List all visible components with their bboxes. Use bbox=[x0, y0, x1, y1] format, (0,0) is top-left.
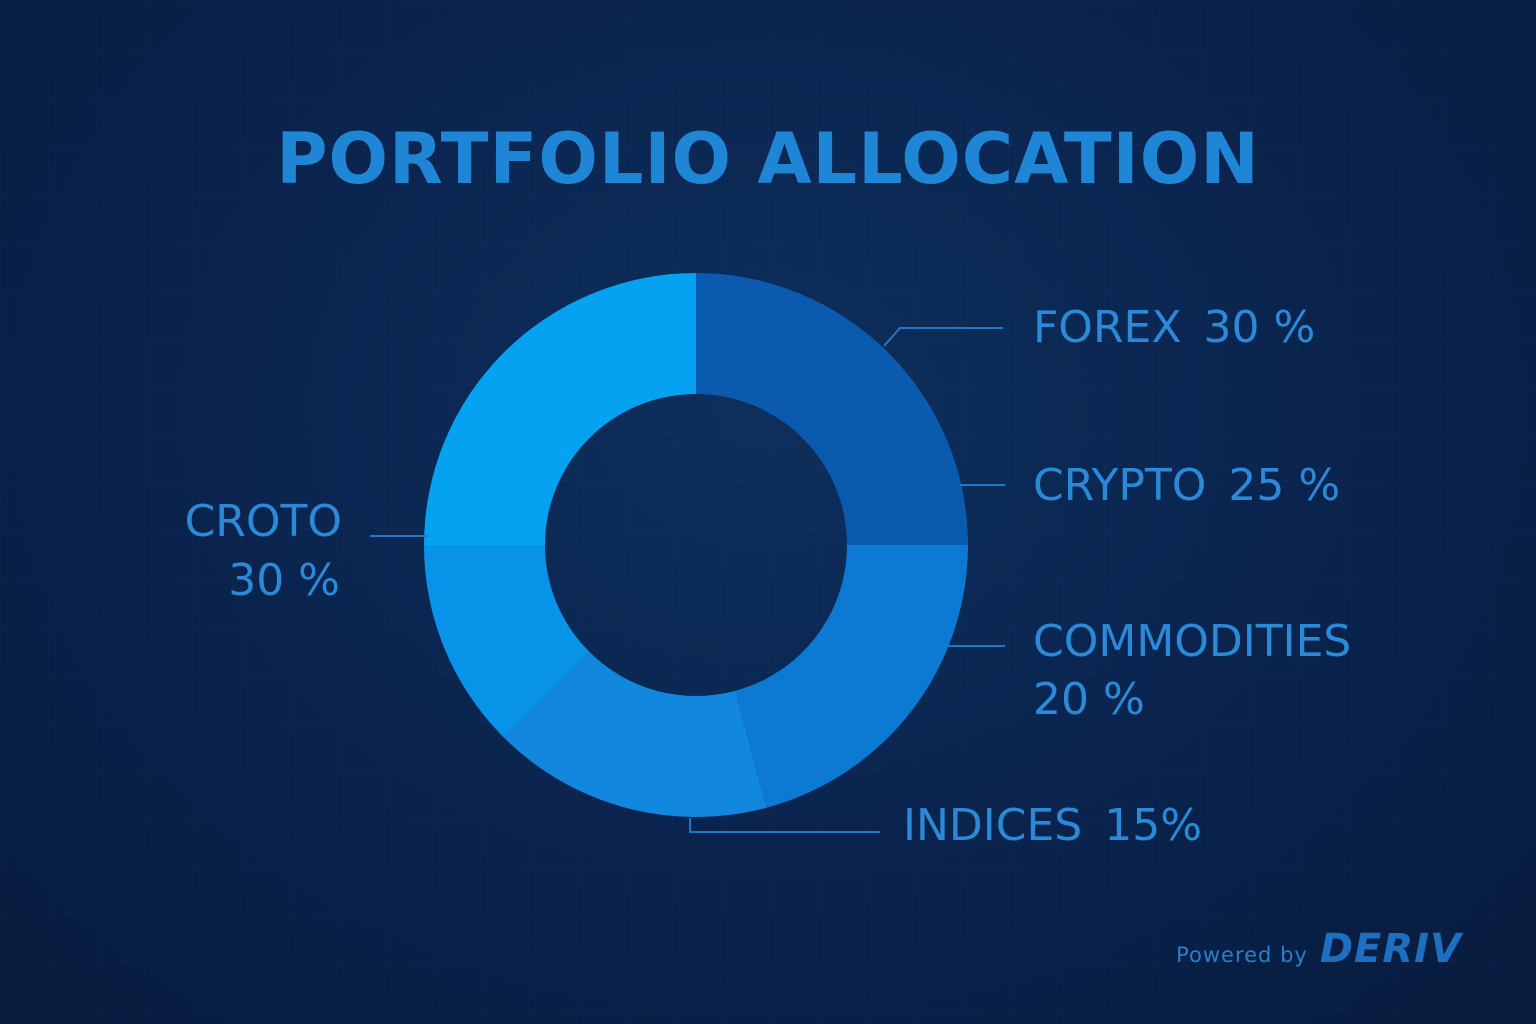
label-crypto: CRYPTO 25 % bbox=[1033, 460, 1340, 511]
label-commodities-value: 20 % bbox=[1033, 674, 1145, 725]
donut-slice-forex bbox=[696, 273, 968, 545]
label-forex: FOREX 30 % bbox=[1033, 302, 1315, 353]
donut-slice-crypto bbox=[735, 545, 968, 808]
chart-title: PORTFOLIO ALLOCATION bbox=[276, 118, 1260, 200]
donut-slices bbox=[424, 273, 968, 817]
powered-by-text: Powered by bbox=[1176, 943, 1308, 967]
label-commodities: COMMODITIES bbox=[1033, 616, 1351, 667]
label-croto-value: 30 % bbox=[228, 555, 340, 606]
donut-slice-commodities bbox=[503, 651, 767, 817]
donut-slice-indices bbox=[424, 545, 590, 738]
label-croto: CROTO bbox=[185, 496, 342, 547]
leader-line-forex bbox=[883, 327, 1003, 347]
label-indices: INDICES 15% bbox=[903, 800, 1202, 851]
leader-line-indices bbox=[689, 818, 880, 833]
deriv-logo: DERIV bbox=[1319, 926, 1462, 972]
footer-branding: Powered by DERIV bbox=[1176, 926, 1462, 972]
donut-slice-croto bbox=[424, 273, 696, 545]
